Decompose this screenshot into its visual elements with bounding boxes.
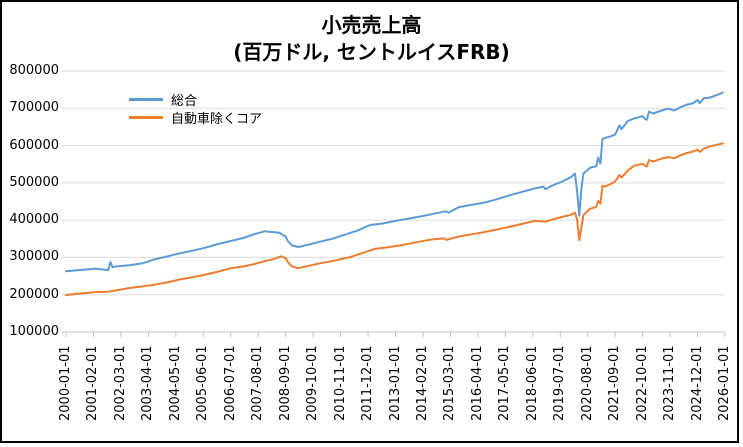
x-tick-label: 2021-09-01 bbox=[607, 345, 623, 421]
x-tick-label: 2003-04-01 bbox=[140, 345, 156, 421]
y-tick-label: 700000 bbox=[9, 100, 59, 116]
chart-title-line2: (百万ドル, セントルイスFRB) bbox=[233, 40, 510, 64]
y-tick-label: 200000 bbox=[9, 286, 59, 302]
x-tick-label: 2005-06-01 bbox=[195, 345, 211, 421]
x-tick-label: 2011-12-01 bbox=[360, 345, 376, 421]
x-tick-label: 2000-01-01 bbox=[58, 345, 73, 421]
legend: 総合 自動車除くコア bbox=[129, 90, 263, 127]
legend-item-ex-auto: 自動車除くコア bbox=[129, 108, 263, 127]
x-tick-label: 2001-02-01 bbox=[85, 345, 101, 421]
x-tick-label: 2023-11-01 bbox=[662, 345, 678, 421]
y-tick-label: 300000 bbox=[9, 249, 59, 265]
x-tick-label: 2016-04-01 bbox=[469, 345, 485, 421]
x-tick-label: 2008-09-01 bbox=[277, 345, 293, 421]
legend-label-total: 総合 bbox=[171, 93, 198, 109]
chart-title: 小売売上高 (百万ドル, セントルイスFRB) bbox=[2, 12, 741, 66]
x-tick-label: 2010-11-01 bbox=[332, 345, 348, 421]
x-tick-label: 2002-03-01 bbox=[112, 345, 128, 421]
x-tick-label: 2022-10-01 bbox=[634, 345, 650, 421]
y-tick-label: 400000 bbox=[9, 212, 59, 228]
legend-item-total: 総合 bbox=[129, 90, 262, 109]
x-tick-label: 2006-07-01 bbox=[222, 345, 238, 421]
x-tick-label: 2026-01-01 bbox=[717, 345, 732, 421]
series-line-ex-auto bbox=[65, 142, 724, 297]
series-line-total bbox=[65, 91, 724, 273]
y-tick-label: 600000 bbox=[9, 137, 59, 153]
x-tick-label: 2024-12-01 bbox=[689, 345, 705, 421]
x-tick-label: 2004-05-01 bbox=[167, 345, 183, 421]
legend-label-ex-auto: 自動車除くコア bbox=[171, 111, 263, 127]
y-tick-label: 800000 bbox=[9, 63, 59, 78]
x-tick-label: 2009-10-01 bbox=[305, 345, 321, 421]
x-tick-label: 2020-08-01 bbox=[579, 345, 595, 421]
chart-title-line1: 小売売上高 bbox=[321, 13, 422, 37]
x-tick-label: 2018-06-01 bbox=[524, 345, 540, 421]
x-tick-label: 2007-08-01 bbox=[250, 345, 266, 421]
legend-line-swatch-total bbox=[129, 97, 163, 101]
x-tick-label: 2013-01-01 bbox=[387, 345, 403, 421]
x-tick-label: 2017-05-01 bbox=[497, 345, 513, 421]
x-tick-label: 2015-03-01 bbox=[442, 345, 458, 421]
legend-line-swatch-ex-auto bbox=[129, 115, 163, 119]
y-tick-label: 500000 bbox=[9, 174, 59, 190]
y-tick-label: 100000 bbox=[9, 324, 59, 339]
x-tick-label: 2019-07-01 bbox=[552, 345, 568, 421]
x-tick-label: 2014-02-01 bbox=[414, 345, 430, 421]
